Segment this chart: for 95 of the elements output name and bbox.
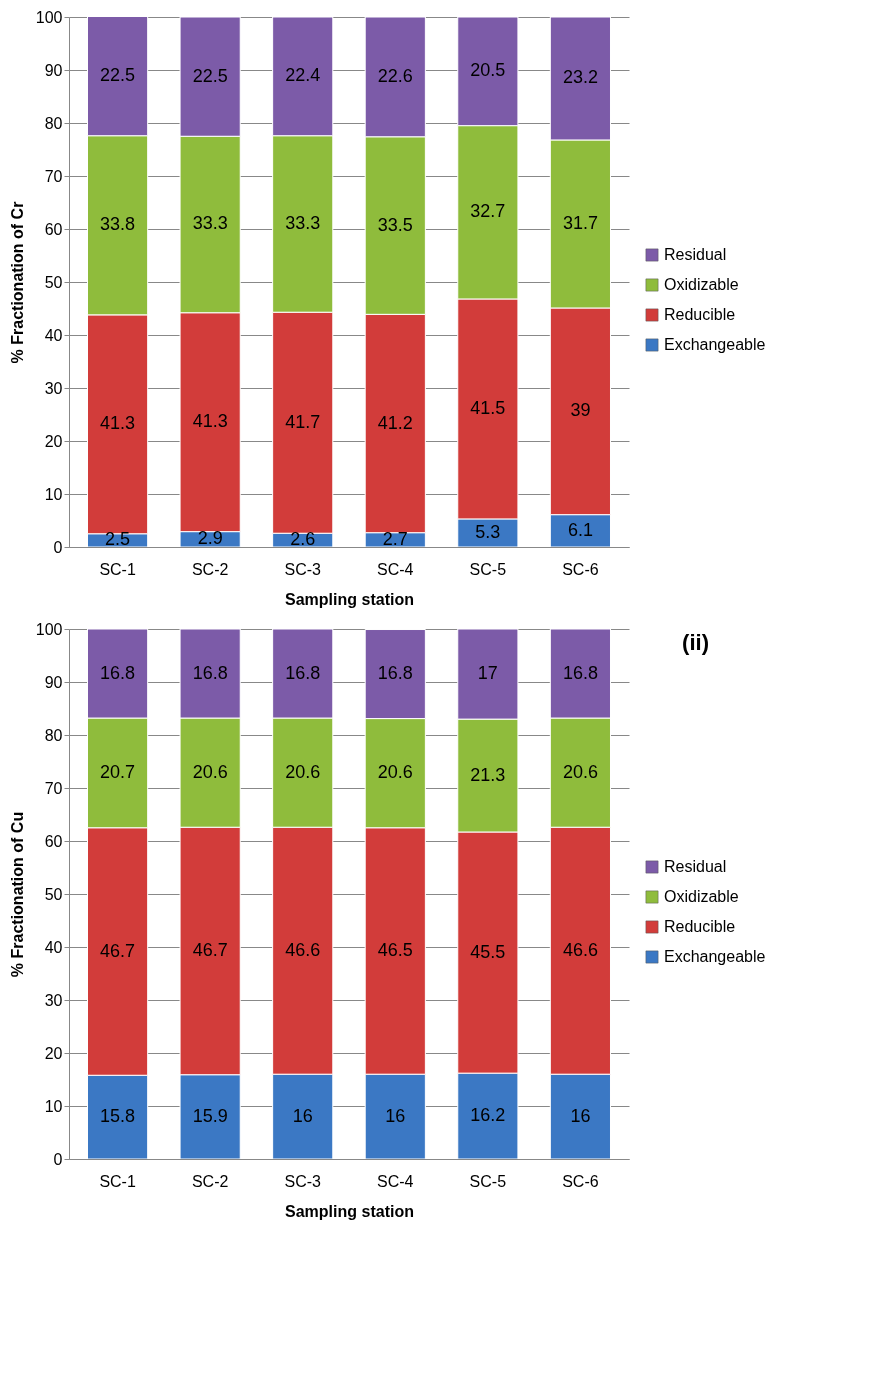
legend-label: Reducible [664, 918, 736, 935]
data-label: 16.2 [470, 1105, 506, 1126]
data-label: 20.6 [562, 761, 598, 782]
y-tick-label: 20 [44, 432, 63, 450]
data-label: 41.2 [377, 412, 413, 433]
legend-label: Exchangeable [664, 948, 766, 965]
data-label: 22.5 [100, 65, 136, 86]
y-tick-label: 10 [44, 1097, 63, 1115]
x-tick-label: SC-3 [284, 1172, 322, 1190]
x-tick-label: SC-6 [562, 1172, 599, 1190]
data-label: 17 [477, 663, 498, 684]
y-tick-label: 10 [44, 485, 63, 503]
legend-label: Reducible [664, 306, 736, 323]
y-tick-label: 30 [44, 991, 63, 1009]
data-label: 41.5 [470, 397, 506, 418]
y-tick-label: 40 [44, 326, 63, 344]
data-label: 21.3 [470, 764, 506, 785]
x-tick-label: SC-6 [562, 560, 599, 578]
data-label: 22.4 [285, 65, 321, 86]
data-label: 20.6 [377, 762, 413, 783]
data-label: 22.6 [377, 65, 413, 86]
x-tick-label: SC-1 [99, 1172, 136, 1190]
data-label: 39 [570, 400, 591, 421]
legend-label: Residual [664, 246, 727, 263]
x-tick-label: SC-4 [377, 560, 414, 578]
x-axis-title: Sampling station [285, 590, 414, 608]
data-label: 16.8 [377, 663, 413, 684]
y-axis-title: % Fractionation of Cu [8, 811, 26, 978]
data-label: 41.3 [100, 413, 136, 434]
y-tick-label: 0 [53, 538, 63, 556]
data-label: 2.5 [105, 529, 131, 550]
data-label: 2.7 [382, 528, 408, 549]
data-label: 16 [385, 1105, 406, 1126]
legend-label: Exchangeable [664, 336, 766, 353]
y-tick-label: 50 [44, 273, 63, 291]
data-label: 46.6 [285, 939, 321, 960]
x-tick-label: SC-3 [284, 560, 322, 578]
data-label: 41.7 [285, 411, 321, 432]
data-label: 46.7 [192, 939, 228, 960]
y-tick-label: 100 [35, 620, 63, 638]
y-tick-label: 90 [44, 673, 63, 691]
data-label: 33.5 [377, 214, 413, 235]
data-label: 2.9 [197, 528, 223, 549]
x-tick-label: SC-2 [191, 560, 229, 578]
y-tick-label: 60 [44, 220, 63, 238]
data-label: 2.6 [290, 529, 316, 550]
y-tick-label: 30 [44, 379, 63, 397]
data-label: 15.8 [100, 1106, 136, 1127]
data-label: 20.7 [100, 761, 136, 782]
data-label: 16 [570, 1105, 591, 1126]
data-label: 22.5 [192, 65, 228, 86]
data-label: 16.8 [285, 662, 321, 683]
data-label: 46.5 [377, 939, 413, 960]
data-label: 6.1 [567, 519, 593, 540]
y-tick-label: 70 [44, 167, 63, 185]
x-tick-label: SC-5 [469, 1172, 507, 1190]
y-tick-label: 80 [44, 114, 63, 132]
data-label: 33.3 [285, 212, 321, 233]
data-label: 16.8 [562, 662, 598, 683]
y-tick-label: 70 [44, 779, 63, 797]
data-label: 33.3 [192, 213, 228, 234]
data-label: 20.6 [192, 761, 228, 782]
y-tick-label: 20 [44, 1044, 63, 1062]
data-label: 16 [292, 1105, 313, 1126]
data-label: 20.6 [285, 761, 321, 782]
legend-label: Residual [664, 858, 727, 875]
data-label: 20.5 [470, 60, 506, 81]
data-label: 16.8 [192, 662, 228, 683]
data-label: 5.3 [475, 521, 501, 542]
data-label: 15.9 [192, 1105, 228, 1126]
y-tick-label: 80 [44, 726, 63, 744]
data-label: 33.8 [100, 214, 136, 235]
y-tick-label: 0 [53, 1150, 63, 1168]
legend-label: Oxidizable [664, 888, 739, 905]
data-label: 32.7 [470, 201, 506, 222]
data-label: 31.7 [562, 212, 598, 233]
y-tick-label: 100 [35, 8, 63, 26]
x-axis-title: Sampling station [285, 1202, 414, 1220]
data-label: 45.5 [470, 941, 506, 962]
y-tick-label: 40 [44, 938, 63, 956]
data-label: 16.8 [100, 662, 136, 683]
y-tick-label: 60 [44, 832, 63, 850]
x-tick-label: SC-4 [377, 1172, 414, 1190]
x-tick-label: SC-1 [99, 560, 136, 578]
x-tick-label: SC-2 [191, 1172, 229, 1190]
data-label: 23.2 [562, 67, 598, 88]
legend-label: Oxidizable [664, 276, 739, 293]
y-axis-title: % Fractionation of Cr [8, 201, 26, 364]
text: (ii) [682, 630, 709, 655]
y-tick-label: 90 [44, 61, 63, 79]
y-tick-label: 50 [44, 885, 63, 903]
x-tick-label: SC-5 [469, 560, 507, 578]
data-label: 41.3 [192, 411, 228, 432]
data-label: 46.6 [562, 939, 598, 960]
data-label: 46.7 [100, 940, 136, 961]
